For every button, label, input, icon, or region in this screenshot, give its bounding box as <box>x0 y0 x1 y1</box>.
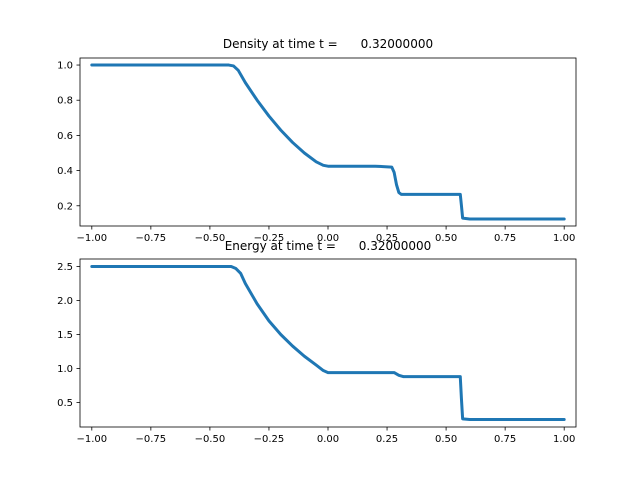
energy-y-tick-label: 2.0 <box>57 296 73 307</box>
density-x-tick-label: −0.50 <box>195 233 226 244</box>
density-x-tick-label: 1.00 <box>553 233 575 244</box>
density-x-tick-label: 0.00 <box>317 233 339 244</box>
energy-title: Energy at time t = 0.32000000 <box>225 239 432 253</box>
energy-panel: −1.00 −0.75 −0.50 −0.25 0.00 0.25 0.50 0.75 1.00… <box>57 239 577 445</box>
energy-x-tick-label: −1.00 <box>76 434 107 445</box>
density-y-tick-label: 0.8 <box>57 96 73 107</box>
density-y-tick-label: 0.2 <box>57 201 73 212</box>
energy-axes-frame <box>79 258 577 428</box>
energy-x-tick-label: 0.25 <box>376 434 398 445</box>
energy-x-tick-label: 1.00 <box>553 434 575 445</box>
energy-y-tick-label: 2.5 <box>57 262 73 273</box>
density-y-tick-label: 1.0 <box>57 61 73 72</box>
density-x-tick-label: 0.75 <box>494 233 516 244</box>
density-axes-frame <box>79 57 577 227</box>
energy-series-line-0 <box>90 264 566 422</box>
density-x-tick-label: −0.75 <box>136 233 167 244</box>
density-series-line-0 <box>90 63 566 221</box>
density-x-tick-label: −1.00 <box>76 233 107 244</box>
density-x-tick-label: 0.25 <box>376 233 398 244</box>
density-x-tick-label: −0.25 <box>254 233 285 244</box>
energy-x-tick-label: 0.75 <box>494 434 516 445</box>
density-y-tick-label: 0.6 <box>57 131 73 142</box>
energy-y-tick-label: 1.0 <box>57 364 73 375</box>
density-x-tick-label: 0.50 <box>435 233 457 244</box>
energy-y-tick-label: 1.5 <box>57 330 73 341</box>
energy-x-tick-label: 0.00 <box>317 434 339 445</box>
density-panel: Density at time t = 0.32000000 −1.00 −0.7… <box>57 37 577 244</box>
energy-x-tick-label: 0.50 <box>435 434 457 445</box>
energy-series-layer <box>90 264 566 422</box>
density-series-layer <box>90 63 566 221</box>
energy-x-tick-label: −0.25 <box>254 434 285 445</box>
density-y-tick-label: 0.4 <box>57 166 73 177</box>
energy-ticks-layer: −1.00 −0.75 −0.50 −0.25 0.00 0.25 0.50 0.75 1.00… <box>57 262 575 445</box>
density-title: Density at time t = 0.32000000 <box>223 37 433 51</box>
energy-y-tick-label: 0.5 <box>57 398 73 409</box>
energy-x-tick-label: −0.75 <box>136 434 167 445</box>
density-ticks-layer: −1.00 −0.75 −0.50 −0.25 0.00 0.25 0.50 0.75 1.00… <box>57 61 575 244</box>
energy-x-tick-label: −0.50 <box>195 434 226 445</box>
